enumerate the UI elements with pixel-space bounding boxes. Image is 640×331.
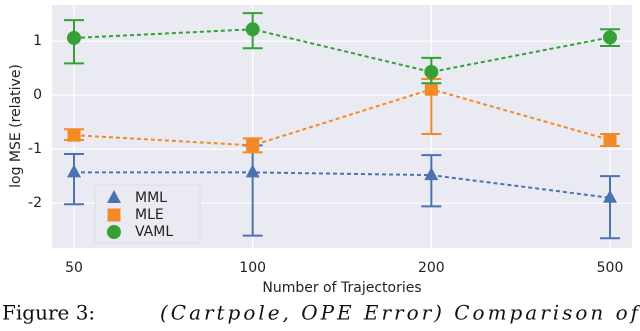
marker <box>67 30 81 45</box>
caption-label: Figure 3: <box>2 301 95 325</box>
y-axis-label: log MSE (relative) <box>8 64 24 188</box>
y-tick-label: 0 <box>33 87 42 103</box>
series-line <box>74 171 611 199</box>
marker <box>245 22 260 37</box>
marker <box>424 82 438 96</box>
y-tick-label: -2 <box>28 195 42 211</box>
marker <box>107 208 121 222</box>
x-axis-label: Number of Trajectories <box>262 280 421 296</box>
marker <box>424 64 439 79</box>
x-tick-label: 50 <box>65 260 83 276</box>
marker <box>424 167 439 181</box>
marker <box>107 190 121 203</box>
marker <box>67 128 81 142</box>
legend-label: MLE <box>135 207 164 223</box>
x-tick-label: 200 <box>418 260 445 276</box>
y-tick-label: 1 <box>33 33 42 49</box>
caption-text: (Cartpole, OPE Error) Comparison of <box>160 301 640 325</box>
marker <box>603 133 617 147</box>
error-bar <box>64 153 84 206</box>
error-bar <box>600 175 620 240</box>
legend-label: MML <box>135 190 167 206</box>
series <box>64 12 620 85</box>
marker <box>246 138 260 152</box>
legend-label: VAML <box>135 224 173 240</box>
marker <box>67 164 81 178</box>
series <box>64 144 620 240</box>
x-tick-label: 500 <box>597 260 624 276</box>
marker <box>245 164 260 178</box>
marker <box>603 30 617 45</box>
error-bar <box>421 154 442 208</box>
marker <box>603 189 617 203</box>
marker <box>107 225 121 239</box>
legend-box <box>94 184 201 244</box>
series <box>64 77 620 154</box>
x-tick-label: 100 <box>239 260 266 276</box>
y-tick-label: -1 <box>28 141 42 157</box>
